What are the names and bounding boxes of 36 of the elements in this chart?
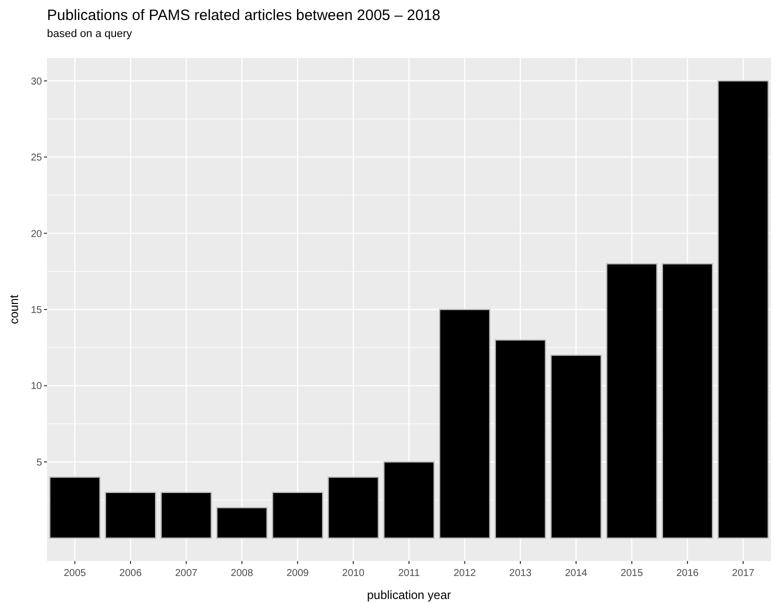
y-tick-label: 25 <box>30 152 42 164</box>
x-tick-label: 2015 <box>620 568 644 579</box>
x-tick-label: 2005 <box>64 568 86 579</box>
y-tick-label: 30 <box>30 76 42 88</box>
bar <box>383 461 435 539</box>
x-tick-label: 2010 <box>342 568 365 579</box>
x-tick-label: 2017 <box>732 568 755 579</box>
bar <box>550 354 602 539</box>
y-tick-label: 20 <box>30 228 42 240</box>
y-axis-title: count <box>7 294 21 324</box>
x-tick-label: 2016 <box>676 568 700 579</box>
bar <box>494 339 546 539</box>
bar <box>49 476 101 539</box>
x-tick-label: 2008 <box>230 568 254 579</box>
x-tick-label: 2006 <box>119 568 142 579</box>
y-tick-label: 15 <box>30 305 42 316</box>
bar <box>272 492 324 539</box>
chart-subtitle: based on a query <box>47 28 133 40</box>
x-tick-label: 2009 <box>286 568 310 579</box>
x-tick-label: 2013 <box>509 568 532 579</box>
bar <box>717 80 769 539</box>
bar <box>160 492 212 539</box>
x-tick-label: 2014 <box>564 568 588 579</box>
x-tick-label: 2012 <box>454 568 476 579</box>
y-tick-label: 10 <box>30 381 42 392</box>
bar <box>104 492 156 539</box>
bar <box>606 263 658 539</box>
x-axis-title: publication year <box>366 588 452 602</box>
x-tick-label: 2011 <box>398 568 420 579</box>
bar <box>328 476 379 539</box>
chart-title: Publications of PAMS related articles between 2005 – 2018 <box>47 7 440 24</box>
bar <box>439 308 490 539</box>
bar <box>216 507 268 539</box>
x-tick-label: 2007 <box>175 568 198 579</box>
y-tick-label: 5 <box>36 457 42 468</box>
bar <box>662 263 714 539</box>
